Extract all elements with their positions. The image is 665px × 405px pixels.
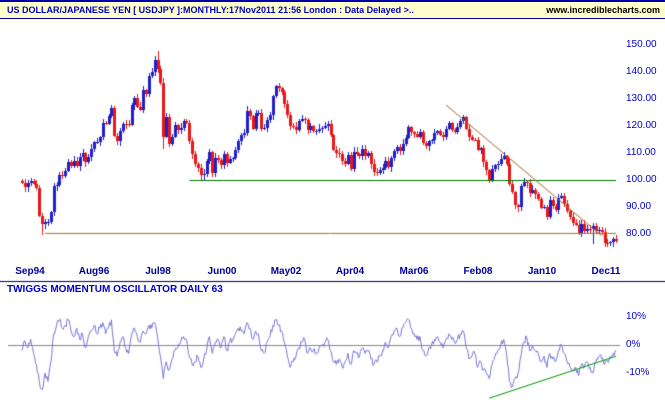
time-axis-label: Dec11 — [591, 266, 621, 277]
time-axis-label: May02 — [270, 266, 302, 277]
oscillator-axis-label: 0% — [626, 339, 641, 350]
time-axis-label: Jan10 — [527, 266, 557, 277]
time-axis-label: Apr04 — [335, 266, 365, 277]
chart-header: US DOLLAR/JAPANESE YEN [ USDJPY ]:MONTHL… — [0, 0, 665, 19]
time-axis-label: Jul98 — [145, 266, 171, 277]
oscillator-title: TWIGGS MOMENTUM OSCILLATOR DAILY 63 — [7, 284, 223, 295]
time-axis-label: Jun00 — [207, 266, 237, 277]
price-axis-label: 140.00 — [626, 66, 657, 77]
oscillator-axis-label: -10% — [626, 367, 650, 378]
time-axis-label: Aug96 — [78, 266, 110, 277]
price-axis-label: 90.00 — [626, 201, 652, 212]
price-axis-label: 130.00 — [626, 93, 657, 104]
price-axis-label: 80.00 — [626, 228, 652, 239]
price-axis-label: 150.00 — [626, 39, 657, 50]
site-link[interactable]: www.incrediblecharts.com — [546, 5, 660, 15]
oscillator-axis-label: 10% — [626, 311, 647, 322]
price-axis-label: 110.00 — [626, 147, 656, 158]
chart-title: US DOLLAR/JAPANESE YEN [ USDJPY ]:MONTHL… — [7, 5, 414, 15]
price-axis-label: 120.00 — [626, 120, 657, 131]
price-axis-label: 100.00 — [626, 174, 657, 185]
time-axis-label: Mar06 — [399, 266, 429, 277]
time-axis-label: Feb08 — [463, 266, 493, 277]
time-axis-label: Sep94 — [15, 266, 45, 277]
